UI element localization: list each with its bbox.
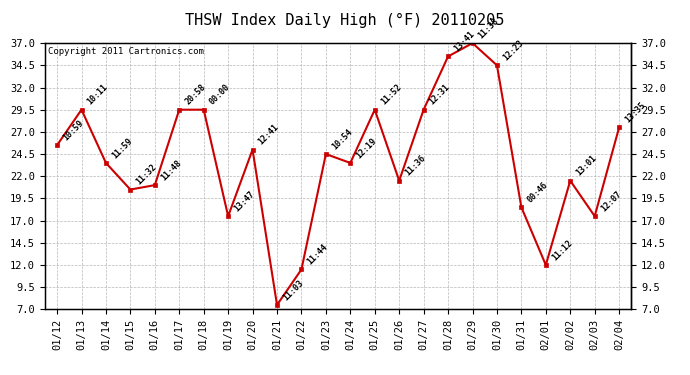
Text: 00:00: 00:00 (208, 83, 232, 107)
Text: 12:41: 12:41 (257, 123, 281, 147)
Text: 11:59: 11:59 (110, 136, 134, 160)
Text: 11:48: 11:48 (159, 158, 183, 182)
Text: 20:58: 20:58 (184, 83, 208, 107)
Text: 11:36: 11:36 (404, 154, 427, 178)
Text: 12:07: 12:07 (599, 189, 623, 213)
Text: 13:41: 13:41 (452, 30, 476, 54)
Text: 11:03: 11:03 (281, 278, 305, 302)
Text: 12:19: 12:19 (355, 136, 379, 160)
Text: 13:35: 13:35 (623, 100, 647, 124)
Text: 11:12: 11:12 (550, 238, 574, 262)
Text: THSW Index Daily High (°F) 20110205: THSW Index Daily High (°F) 20110205 (186, 13, 504, 28)
Text: 10:54: 10:54 (330, 127, 354, 151)
Text: 00:46: 00:46 (526, 180, 550, 204)
Text: 10:59: 10:59 (61, 118, 86, 142)
Text: 12:31: 12:31 (428, 83, 452, 107)
Text: 11:44: 11:44 (306, 243, 330, 267)
Text: 10:11: 10:11 (86, 83, 110, 107)
Text: 12:23: 12:23 (501, 39, 525, 63)
Text: Copyright 2011 Cartronics.com: Copyright 2011 Cartronics.com (48, 47, 204, 56)
Text: 11:38: 11:38 (477, 16, 501, 40)
Text: 11:52: 11:52 (379, 83, 403, 107)
Text: 13:01: 13:01 (574, 154, 598, 178)
Text: 11:32: 11:32 (135, 163, 159, 187)
Text: 13:47: 13:47 (233, 189, 257, 213)
